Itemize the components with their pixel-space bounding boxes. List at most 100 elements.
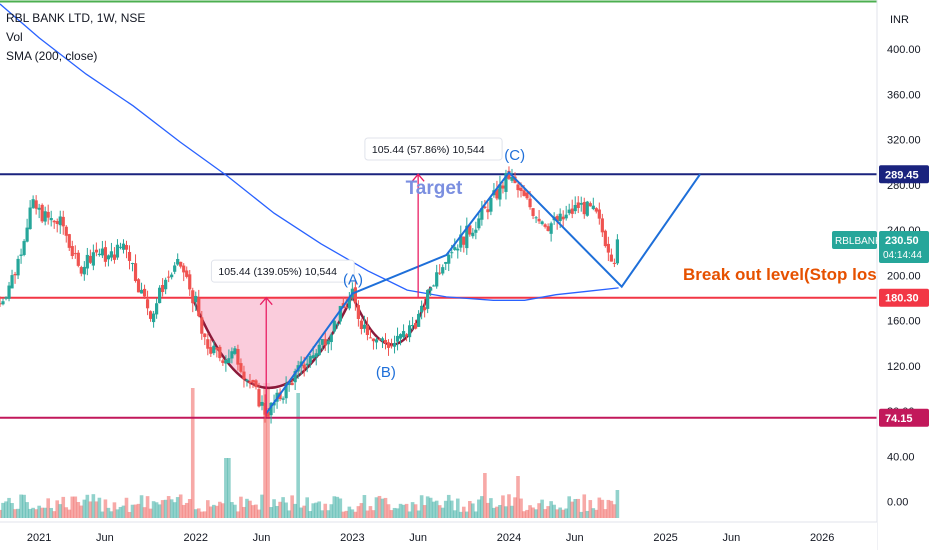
volume-bar: [145, 496, 150, 518]
volume-bar: [314, 502, 319, 518]
breakout-price-tag: [879, 288, 929, 307]
volume-bar: [124, 497, 129, 518]
volume-bar: [446, 494, 451, 518]
volume-bar: [392, 507, 397, 518]
volume-bar: [416, 510, 421, 518]
volume-bar: [118, 506, 123, 518]
candle-body: [106, 255, 111, 260]
volume-bar: [233, 504, 237, 518]
candle-body: [46, 211, 50, 218]
candle-body: [534, 217, 538, 219]
sma-indicator-label[interactable]: SMA (200, close): [6, 49, 98, 63]
candle-body: [359, 320, 364, 330]
volume-bar: [10, 503, 14, 518]
x-tick-label: Jun: [253, 532, 271, 544]
volume-bar: [543, 509, 547, 518]
candle-body: [597, 209, 601, 219]
candle-body: [103, 247, 108, 262]
volume-bar: [215, 505, 219, 518]
volume-bar: [293, 503, 297, 518]
target-measure-label: 105.44 (57.86%) 10,544: [372, 144, 485, 156]
candle-body: [239, 363, 243, 372]
volume-bar: [112, 502, 117, 518]
volume-indicator-label[interactable]: Vol: [6, 30, 23, 44]
candle-body: [284, 384, 288, 399]
volume-bar: [329, 504, 334, 518]
volume-bar: [365, 510, 370, 518]
candle-body: [112, 254, 117, 260]
volume-bar: [350, 509, 355, 518]
volume-bar: [612, 504, 617, 518]
volume-bar: [344, 510, 349, 518]
volume-bar: [73, 496, 78, 518]
candle-body: [67, 234, 71, 248]
candle-body: [420, 305, 424, 312]
volume-bar: [492, 507, 496, 518]
y-tick-label: 160.00: [887, 316, 921, 328]
volume-bar: [507, 494, 511, 518]
volume-bar: [121, 505, 126, 518]
candle-body: [441, 267, 445, 274]
volume-bar: [353, 511, 358, 518]
candle-body: [164, 279, 168, 290]
volume-bar: [317, 501, 322, 518]
volume-bar: [449, 500, 454, 518]
abc-pattern-line: [265, 170, 701, 415]
volume-bar: [25, 502, 29, 518]
candle-body: [489, 197, 493, 212]
volume-bar: [413, 504, 418, 518]
volume-bar: [368, 506, 373, 518]
target-label: Target: [406, 178, 463, 199]
candle-body: [606, 243, 610, 253]
candle-body: [173, 265, 177, 272]
candle-body: [121, 243, 126, 250]
volume-bar: [428, 497, 433, 518]
volume-bar: [172, 502, 177, 518]
volume-bar: [61, 496, 66, 518]
volume-bar: [437, 505, 442, 518]
candle-body: [386, 342, 391, 348]
volume-bar: [383, 497, 388, 518]
volume-bar: [127, 511, 132, 518]
candle-body: [118, 246, 123, 248]
x-tick-label: 2022: [184, 532, 208, 544]
candle-body: [182, 265, 186, 273]
volume-bar: [377, 495, 382, 518]
volume-bar: [455, 498, 460, 518]
candle-body: [483, 206, 487, 209]
candle-body: [170, 274, 174, 278]
symbol-title[interactable]: RBL BANK LTD, 1W, NSE: [6, 11, 146, 25]
candle-body: [564, 214, 568, 219]
candle-body: [323, 339, 327, 346]
volume-bar: [227, 458, 231, 518]
volume-bar: [335, 496, 340, 518]
volume-bar: [230, 502, 234, 518]
candle-body: [281, 398, 285, 400]
volume-bar: [528, 505, 532, 518]
candle-body: [43, 211, 47, 222]
candle-body: [447, 254, 451, 264]
point-c-label: (C): [504, 147, 525, 164]
volume-bar: [389, 510, 394, 518]
x-tick-label: Jun: [96, 532, 114, 544]
volume-bar: [100, 511, 105, 518]
volume-bar: [91, 494, 96, 518]
volume-bar: [154, 502, 159, 518]
candle-body: [468, 225, 472, 235]
candle-body: [139, 289, 144, 294]
candle-body: [498, 184, 502, 200]
volume-bar: [519, 498, 523, 518]
candle-body: [290, 382, 294, 386]
candle-body: [414, 323, 418, 329]
candle-body: [151, 313, 156, 323]
candle-body: [130, 263, 135, 265]
volume-bar: [136, 503, 141, 518]
volume-bar: [94, 501, 99, 518]
volume-bar: [196, 508, 201, 518]
volume-bar: [224, 458, 228, 518]
candle-body: [236, 349, 240, 365]
volume-bar: [275, 505, 279, 518]
volume-bar: [184, 502, 189, 518]
